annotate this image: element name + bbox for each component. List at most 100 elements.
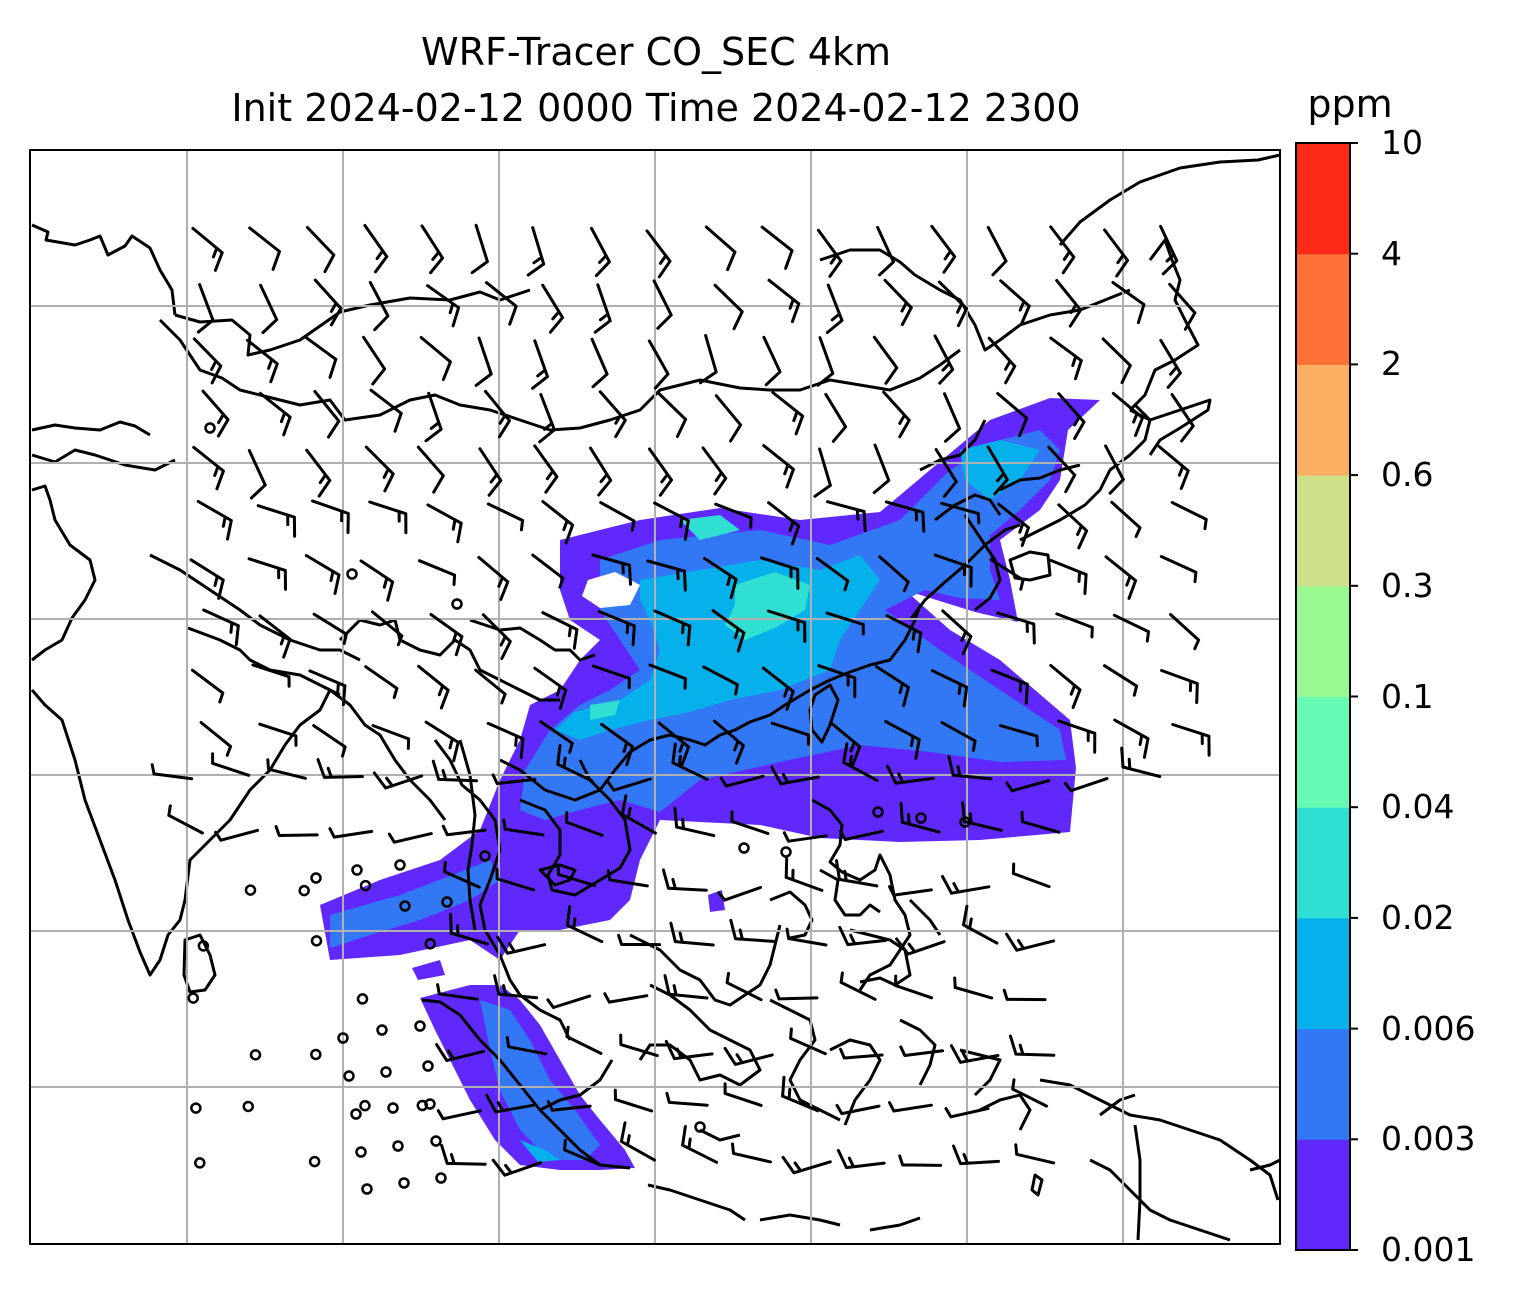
colorbar-tick-label: 10 (1381, 123, 1423, 162)
wind-barb (839, 829, 884, 841)
wind-barb (781, 1155, 832, 1175)
wind-barb (443, 860, 481, 889)
wind-barb (648, 447, 673, 497)
wind-barb (825, 611, 865, 636)
wind-barb (1170, 501, 1208, 531)
wind-barb (986, 226, 1008, 277)
wind-barb (426, 503, 463, 544)
wind-barb (817, 664, 857, 699)
calm-wind-circle (392, 1140, 404, 1152)
calm-wind-circle (197, 940, 210, 952)
wind-barb (714, 502, 753, 529)
wind-barb (370, 610, 404, 647)
wind-barb (363, 224, 389, 274)
wind-barb (937, 280, 969, 328)
calm-wind-circle (422, 1060, 434, 1072)
calm-wind-circle (249, 1049, 262, 1061)
calm-wind-circle (337, 1032, 349, 1044)
wind-barb (258, 722, 298, 747)
wind-barb (1110, 500, 1142, 538)
wind-barb (478, 447, 503, 497)
wind-barb (541, 611, 579, 650)
wind-barb (364, 445, 395, 493)
calm-wind-circle (872, 806, 884, 818)
wind-barb (653, 609, 692, 647)
wind-barb (359, 559, 395, 602)
wind-barb (785, 927, 828, 947)
wind-barb (930, 224, 957, 274)
wind-barb (940, 501, 981, 525)
wind-barb (815, 556, 850, 592)
calm-wind-circle (694, 1121, 706, 1133)
wind-barb (657, 721, 691, 767)
wind-barb (565, 811, 604, 837)
wind-barb (884, 720, 921, 760)
wind-barb (1159, 224, 1179, 276)
wind-barb (496, 935, 547, 955)
wind-barb (1057, 503, 1089, 550)
wind-barb (767, 278, 801, 324)
wind-barb (416, 445, 445, 494)
colorbar-tick-label: 4 (1381, 233, 1402, 273)
wind-barb (885, 614, 923, 654)
wind-barb (999, 279, 1031, 325)
wind-barb (247, 449, 267, 500)
wind-barb (189, 558, 225, 600)
colorbar-tick-label: 0.003 (1381, 1119, 1476, 1159)
wind-barb (600, 722, 634, 767)
calm-wind-circle (399, 900, 411, 912)
wind-barb (1120, 746, 1162, 778)
calm-wind-circle (435, 1172, 447, 1184)
wind-barb (486, 721, 525, 760)
calm-wind-circle (351, 864, 363, 876)
wind-barb (541, 283, 565, 334)
wind-barb (681, 1125, 719, 1164)
wind-barb (1104, 555, 1138, 600)
wind-barb (1170, 393, 1195, 443)
wind-barb (888, 1101, 933, 1113)
wind-barb (987, 336, 1017, 385)
wind-barb (541, 500, 575, 545)
map-title-line2: Init 2024-02-12 0000 Time 2024-02-12 230… (231, 86, 1081, 130)
wind-barb (771, 391, 805, 436)
calm-wind-circle (308, 1155, 321, 1168)
wind-barb (760, 556, 800, 590)
wind-barb (531, 339, 549, 390)
wind-barb (998, 724, 1039, 748)
wind-barb (485, 281, 518, 326)
wind-barb (665, 1091, 709, 1107)
wind-barb (603, 992, 649, 1004)
wind-barb (656, 391, 688, 438)
wind-barb (539, 720, 574, 754)
wind-barb (996, 611, 1036, 645)
wind-barb (303, 335, 338, 379)
wind-barb (816, 228, 843, 278)
colorbar-band (1296, 585, 1350, 697)
wind-barb (663, 974, 709, 1000)
wind-barb (886, 764, 935, 785)
calm-wind-circle (361, 1183, 373, 1195)
colorbar-unit-label: ppm (1307, 82, 1393, 126)
wind-barb (731, 1142, 772, 1164)
wind-barb (533, 666, 568, 710)
wind-barb (838, 925, 887, 947)
wind-barb (417, 664, 450, 710)
wind-barb (368, 280, 390, 332)
calm-wind-circle (298, 884, 310, 897)
wind-barb (526, 226, 546, 277)
wind-barb (1005, 932, 1056, 952)
wind-barb (781, 1075, 820, 1113)
calm-wind-circle (479, 850, 491, 862)
wind-barb (449, 912, 490, 946)
calm-wind-circle (310, 872, 322, 884)
wind-barb (436, 1109, 482, 1121)
calm-wind-circle (244, 884, 257, 896)
wind-barb (192, 337, 223, 385)
wind-barb (256, 504, 297, 538)
calm-wind-circle (441, 896, 453, 908)
wind-barb (312, 612, 348, 645)
wind-barb (760, 225, 794, 270)
wind-barb (647, 339, 670, 390)
calm-wind-circle (310, 935, 323, 947)
wind-barb (214, 828, 260, 842)
